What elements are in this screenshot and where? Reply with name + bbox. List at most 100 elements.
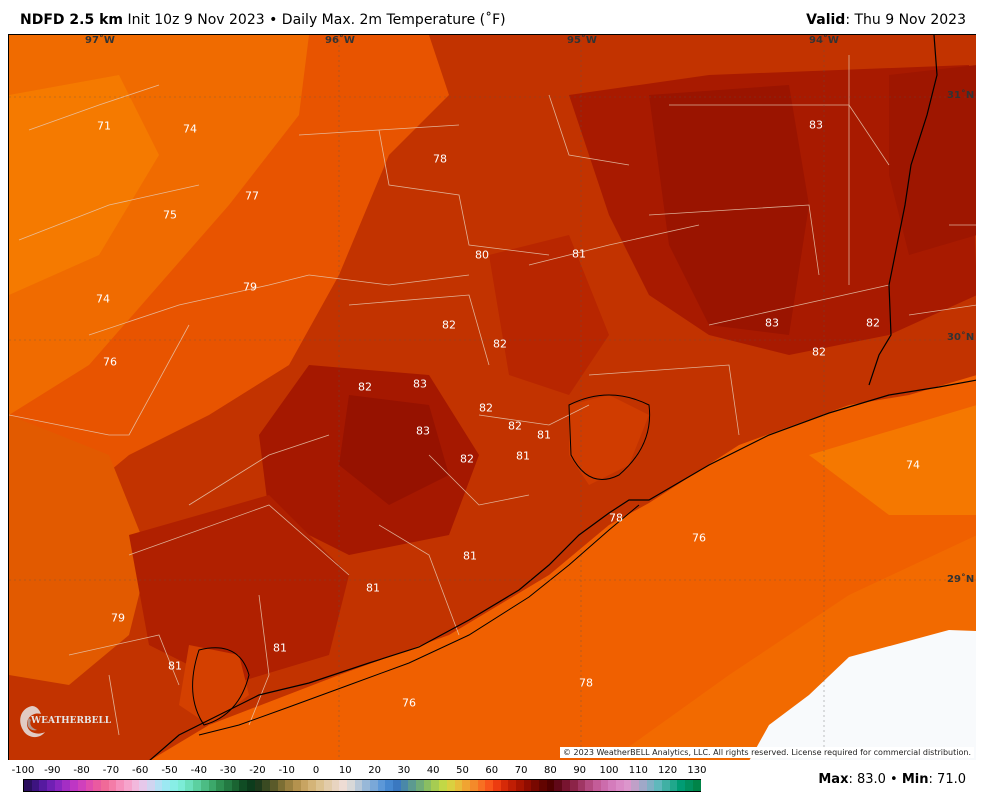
- colorbar-segment: [516, 780, 524, 791]
- temperature-label: 81: [516, 449, 530, 463]
- colorbar: [23, 779, 701, 792]
- longitude-label: 94˚W: [809, 35, 839, 46]
- temperature-label: 71: [97, 119, 111, 133]
- copyright-notice: © 2023 WeatherBELL Analytics, LLC. All r…: [560, 747, 974, 758]
- colorbar-segment: [208, 780, 217, 791]
- colorbar-segment: [31, 780, 40, 791]
- temperature-label: 76: [103, 355, 117, 369]
- temperature-label: 82: [493, 337, 507, 351]
- colorbar-segment: [369, 780, 378, 791]
- latitude-label: 29˚N: [947, 574, 975, 585]
- colorbar-tick-label: 100: [599, 765, 619, 776]
- colorbar-tick-label: 60: [485, 765, 499, 776]
- colorbar-segment: [270, 780, 278, 791]
- colorbar-tick-label: 20: [368, 765, 381, 776]
- colorbar-segment: [223, 780, 232, 791]
- model-name: NDFD 2.5 km: [20, 12, 123, 28]
- max-label: Max: [818, 772, 849, 787]
- temperature-label: 81: [366, 581, 380, 595]
- temperature-label: 75: [163, 208, 177, 222]
- colorbar-segment: [277, 780, 286, 791]
- min-value: : 71.0: [928, 772, 966, 787]
- temperature-label: 78: [609, 511, 623, 525]
- colorbar-segment: [423, 780, 432, 791]
- colorbar-tick-label: -80: [73, 765, 90, 776]
- colorbar-segment: [454, 780, 463, 791]
- colorbar-segment: [431, 780, 440, 791]
- colorbar-segment: [439, 780, 447, 791]
- colorbar-segment: [385, 780, 393, 791]
- colorbar-segment: [200, 780, 209, 791]
- colorbar-segment: [62, 780, 71, 791]
- colorbar-segment: [54, 780, 63, 791]
- colorbar-segment: [393, 780, 401, 791]
- colorbar-segment: [300, 780, 309, 791]
- colorbar-segment: [246, 780, 255, 791]
- colorbar-segment: [100, 780, 109, 791]
- colorbar-segment: [377, 780, 386, 791]
- weatherbell-logo: WEATHERBELL: [15, 702, 111, 748]
- colorbar-segment: [39, 780, 48, 791]
- colorbar-segment: [592, 780, 601, 791]
- colorbar-segment: [608, 780, 616, 791]
- colorbar-segment: [316, 780, 324, 791]
- colorbar-segment: [108, 780, 117, 791]
- swirl-icon: [20, 706, 45, 738]
- colorbar-segment: [262, 780, 270, 791]
- colorbar-segment: [562, 780, 570, 791]
- temperature-label: 80: [475, 248, 489, 262]
- temperature-label: 81: [537, 428, 551, 442]
- temperature-label: 81: [168, 659, 182, 673]
- temperature-label: 79: [111, 611, 125, 625]
- colorbar-segment: [293, 780, 301, 791]
- colorbar-segment: [131, 780, 140, 791]
- colorbar-segment: [339, 780, 347, 791]
- colorbar-segment: [685, 780, 693, 791]
- colorbar-tick-label: 110: [628, 765, 648, 776]
- colorbar-tick-label: -50: [161, 765, 178, 776]
- colorbar-segment: [346, 780, 355, 791]
- colorbar-segment: [662, 780, 670, 791]
- colorbar-tick-label: -20: [249, 765, 266, 776]
- colorbar-segment: [77, 780, 86, 791]
- longitude-label: 96˚W: [325, 35, 355, 46]
- temperature-label: 82: [358, 380, 372, 394]
- colorbar-segment: [600, 780, 609, 791]
- colorbar-tick-label: -10: [278, 765, 295, 776]
- colorbar-segment: [154, 780, 163, 791]
- temperature-label: 76: [402, 696, 416, 710]
- colorbar-tick-label: 120: [658, 765, 678, 776]
- map-canvas: [9, 35, 976, 760]
- temperature-label: 81: [572, 247, 586, 261]
- colorbar-segment: [185, 780, 194, 791]
- min-label: Min: [901, 772, 929, 787]
- colorbar-segment: [85, 780, 94, 791]
- colorbar-segment: [646, 780, 655, 791]
- colorbar-tick-label: -60: [132, 765, 149, 776]
- colorbar-segment: [692, 780, 701, 791]
- colorbar-segment: [362, 780, 370, 791]
- colorbar-segment: [400, 780, 409, 791]
- header: NDFD 2.5 km Init 10z 9 Nov 2023 • Daily …: [0, 0, 984, 34]
- colorbar-tick-label: -30: [219, 765, 237, 776]
- colorbar-segment: [523, 780, 532, 791]
- temperature-label: 82: [442, 318, 456, 332]
- temperature-label: 81: [463, 549, 477, 563]
- colorbar-tick-label: 70: [514, 765, 528, 776]
- colorbar-segment: [469, 780, 478, 791]
- colorbar-segment: [623, 780, 632, 791]
- colorbar-segment: [569, 780, 578, 791]
- colorbar-segment: [654, 780, 663, 791]
- temperature-label: 78: [579, 676, 593, 690]
- colorbar-tick-label: 80: [544, 765, 557, 776]
- colorbar-segment: [554, 780, 563, 791]
- temperature-label: 74: [96, 292, 110, 306]
- colorbar-segment: [147, 780, 155, 791]
- colorbar-segment: [193, 780, 201, 791]
- map-subtitle: Init 10z 9 Nov 2023 • Daily Max. 2m Temp…: [127, 12, 506, 28]
- colorbar-segment: [477, 780, 486, 791]
- colorbar-segment: [162, 780, 171, 791]
- colorbar-tick-label: 130: [687, 765, 707, 776]
- colorbar-segment: [254, 780, 263, 791]
- colorbar-segment: [639, 780, 647, 791]
